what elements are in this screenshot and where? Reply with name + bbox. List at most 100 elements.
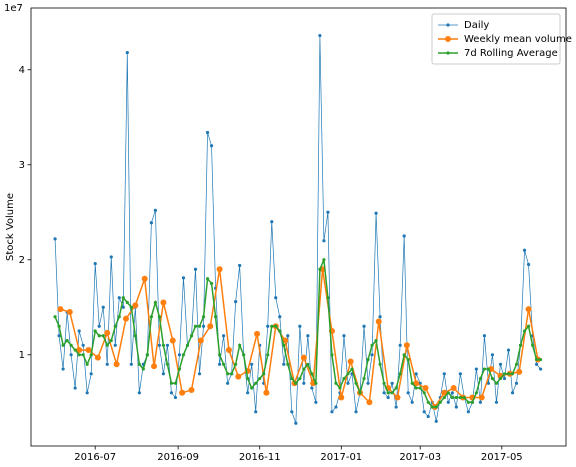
point	[462, 395, 466, 400]
point	[318, 33, 322, 38]
point	[350, 367, 354, 371]
point	[298, 324, 302, 328]
point	[530, 343, 535, 347]
point	[516, 368, 523, 375]
point	[113, 324, 117, 328]
point	[77, 329, 81, 333]
point	[85, 347, 92, 354]
point	[514, 362, 519, 366]
point	[226, 372, 230, 376]
point	[502, 372, 507, 376]
point	[286, 334, 290, 338]
point	[514, 381, 519, 385]
legend-marker	[446, 51, 450, 55]
point	[181, 353, 186, 357]
series	[53, 258, 543, 409]
point	[161, 372, 166, 376]
point	[157, 315, 161, 319]
point	[189, 334, 194, 338]
point	[222, 362, 226, 366]
point	[242, 353, 246, 357]
point	[274, 324, 278, 328]
point	[53, 237, 57, 241]
point	[326, 296, 330, 300]
point	[450, 395, 454, 400]
point	[434, 419, 438, 423]
point	[160, 299, 167, 306]
series-line	[60, 269, 539, 409]
point	[122, 315, 129, 322]
point	[238, 263, 242, 268]
point	[141, 367, 145, 371]
point	[69, 343, 73, 347]
point	[370, 343, 374, 347]
point	[450, 391, 454, 395]
point	[486, 381, 491, 385]
point	[165, 362, 170, 366]
point	[478, 376, 482, 381]
point	[201, 324, 206, 328]
point	[486, 367, 491, 371]
point	[278, 329, 282, 333]
point	[406, 357, 410, 362]
point	[362, 376, 366, 381]
point	[374, 338, 378, 343]
point	[153, 208, 157, 212]
point	[282, 362, 286, 366]
point	[97, 324, 101, 328]
point	[522, 329, 527, 333]
point	[105, 362, 109, 366]
point	[390, 391, 394, 395]
point	[173, 395, 178, 400]
point	[306, 362, 310, 366]
point	[173, 381, 178, 385]
point	[213, 315, 218, 319]
point	[302, 381, 306, 385]
x-tick-label: 2017-03	[399, 452, 441, 463]
point	[422, 391, 426, 395]
point	[374, 211, 378, 215]
point	[57, 306, 64, 313]
point	[426, 400, 430, 404]
point	[300, 354, 307, 361]
point	[197, 324, 202, 328]
point	[209, 281, 214, 286]
point	[466, 400, 470, 404]
point	[422, 410, 426, 414]
point	[474, 367, 478, 371]
point	[234, 299, 238, 304]
point	[157, 343, 161, 347]
point	[318, 267, 322, 271]
point	[398, 343, 402, 347]
point	[342, 334, 346, 338]
point	[446, 391, 450, 395]
y-tick-label: 3	[19, 160, 25, 171]
point	[310, 386, 314, 390]
legend-label: Weekly mean volume	[464, 34, 572, 45]
point	[506, 372, 511, 376]
point	[169, 381, 174, 385]
point	[117, 315, 121, 319]
point	[197, 337, 204, 344]
legend-label: 7d Rolling Average	[464, 48, 558, 59]
point	[354, 381, 358, 385]
point	[149, 221, 153, 225]
point	[217, 353, 222, 357]
point	[534, 362, 539, 366]
point	[234, 362, 238, 366]
point	[61, 343, 65, 347]
point	[386, 391, 390, 395]
point	[366, 381, 370, 385]
point	[394, 405, 398, 409]
point	[93, 329, 97, 333]
legend: Daily Weekly mean volume 7d Rolling Averag…	[431, 13, 572, 65]
point	[250, 386, 254, 390]
y-tick-label: 1	[19, 350, 25, 361]
point	[207, 323, 214, 330]
point	[450, 385, 457, 392]
point	[137, 362, 141, 366]
y-tick-label: 4	[19, 65, 25, 76]
point	[57, 334, 61, 338]
point	[534, 357, 539, 362]
point	[346, 381, 350, 385]
